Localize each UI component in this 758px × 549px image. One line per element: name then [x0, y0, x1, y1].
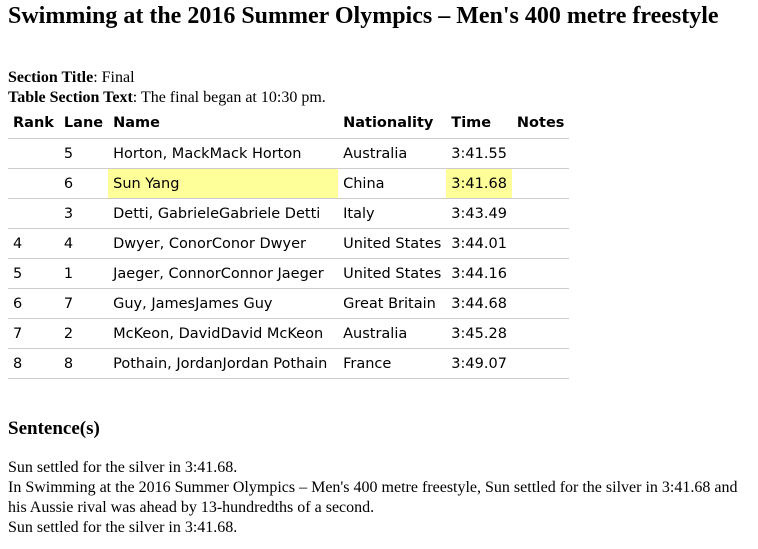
- cell-notes: [511, 348, 570, 379]
- cell-rank: 5: [8, 258, 59, 289]
- table-section-text-line: Table Section Text: The final began at 1…: [8, 88, 326, 108]
- cell-rank: 8: [8, 348, 59, 379]
- cell-lane: 7: [58, 288, 109, 319]
- table-row: 7 2 McKeon, DavidDavid McKeon Australia …: [8, 318, 570, 349]
- cell-notes: [511, 318, 570, 349]
- sentences-heading: Sentence(s): [8, 418, 100, 439]
- cell-notes: [511, 228, 570, 259]
- cell-notes: [511, 168, 570, 199]
- cell-lane: 2: [58, 318, 109, 349]
- cell-name-highlighted: Sun Yang: [108, 168, 339, 199]
- cell-rank: 7: [8, 318, 59, 349]
- cell-lane: 4: [58, 228, 109, 259]
- cell-rank: 4: [8, 228, 59, 259]
- cell-name: Guy, JamesJames Guy: [108, 288, 339, 319]
- cell-lane: 3: [58, 198, 109, 229]
- table-header-row: Rank Lane Name Nationality Time Notes: [8, 108, 570, 139]
- cell-lane: 1: [58, 258, 109, 289]
- cell-rank: [8, 198, 59, 229]
- cell-lane: 6: [58, 168, 109, 199]
- table-row: 3 Detti, GabrieleGabriele Detti Italy 3:…: [8, 198, 570, 229]
- cell-lane: 8: [58, 348, 109, 379]
- cell-nationality: France: [338, 348, 447, 379]
- cell-name: Jaeger, ConnorConnor Jaeger: [108, 258, 339, 289]
- table-row: 8 8 Pothain, JordanJordan Pothain France…: [8, 348, 570, 379]
- cell-nationality: Australia: [338, 138, 447, 169]
- table-row: 6 7 Guy, JamesJames Guy Great Britain 3:…: [8, 288, 570, 319]
- cell-time: 3:44.16: [446, 258, 512, 289]
- page-title: Swimming at the 2016 Summer Olympics – M…: [8, 3, 719, 29]
- header-lane: Lane: [58, 108, 109, 139]
- header-time: Time: [446, 108, 512, 139]
- section-title-label: Section Title: [8, 69, 94, 86]
- sentence: Sun settled for the silver in 3:41.68.: [8, 459, 238, 476]
- cell-time: 3:44.01: [446, 228, 512, 259]
- sentence: Sun settled for the silver in 3:41.68.: [8, 519, 238, 536]
- cell-name: McKeon, DavidDavid McKeon: [108, 318, 339, 349]
- header-nationality: Nationality: [338, 108, 447, 139]
- cell-rank: [8, 168, 59, 199]
- cell-notes: [511, 198, 570, 229]
- table-row: 6 Sun Yang China 3:41.68: [8, 168, 570, 199]
- cell-time: 3:43.49: [446, 198, 512, 229]
- sentences-list: Sun settled for the silver in 3:41.68. I…: [8, 458, 752, 538]
- cell-name: Pothain, JordanJordan Pothain: [108, 348, 339, 379]
- cell-name: Horton, MackMack Horton: [108, 138, 339, 169]
- cell-time-highlighted: 3:41.68: [446, 168, 512, 199]
- header-notes: Notes: [511, 108, 570, 139]
- cell-nationality: United States: [338, 228, 447, 259]
- table-row: 5 Horton, MackMack Horton Australia 3:41…: [8, 138, 570, 169]
- header-name: Name: [108, 108, 339, 139]
- results-table: Rank Lane Name Nationality Time Notes 5 …: [8, 108, 570, 379]
- cell-time: 3:44.68: [446, 288, 512, 319]
- table-row: 4 4 Dwyer, ConorConor Dwyer United State…: [8, 228, 570, 259]
- cell-nationality: Italy: [338, 198, 447, 229]
- header-rank: Rank: [8, 108, 59, 139]
- section-title-value: : Final: [93, 69, 135, 86]
- table-section-value: : The final began at 10:30 pm.: [132, 89, 326, 106]
- cell-nationality: Great Britain: [338, 288, 447, 319]
- cell-rank: 6: [8, 288, 59, 319]
- cell-name: Dwyer, ConorConor Dwyer: [108, 228, 339, 259]
- cell-time: 3:49.07: [446, 348, 512, 379]
- cell-rank: [8, 138, 59, 169]
- cell-nationality: China: [338, 168, 447, 199]
- table-row: 5 1 Jaeger, ConnorConnor Jaeger United S…: [8, 258, 570, 289]
- cell-nationality: United States: [338, 258, 447, 289]
- cell-time: 3:45.28: [446, 318, 512, 349]
- table-section-label: Table Section Text: [8, 89, 133, 106]
- cell-notes: [511, 138, 570, 169]
- cell-name: Detti, GabrieleGabriele Detti: [108, 198, 339, 229]
- cell-time: 3:41.55: [446, 138, 512, 169]
- cell-lane: 5: [58, 138, 109, 169]
- section-title-line: Section Title: Final: [8, 68, 135, 88]
- cell-nationality: Australia: [338, 318, 447, 349]
- cell-notes: [511, 258, 570, 289]
- cell-notes: [511, 288, 570, 319]
- sentence: In Swimming at the 2016 Summer Olympics …: [8, 479, 738, 516]
